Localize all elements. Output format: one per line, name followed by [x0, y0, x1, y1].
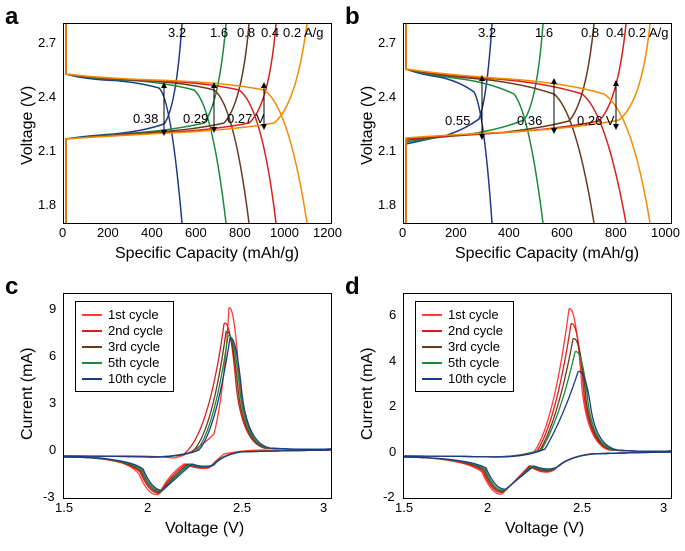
panel-a-label: a	[5, 3, 18, 31]
tick: 2.1	[38, 143, 56, 158]
tick: 2	[144, 500, 151, 515]
tick: 0	[49, 442, 56, 457]
tick: -3	[43, 489, 55, 504]
tick: 200	[445, 225, 467, 240]
legend-label: 10th cycle	[448, 371, 507, 386]
annotation: 0.29	[183, 111, 208, 126]
tick: 1200	[313, 225, 342, 240]
tick: 2	[389, 398, 396, 413]
tick: 3	[49, 395, 56, 410]
tick: 6	[49, 348, 56, 363]
rate-label: 1.6	[210, 25, 228, 40]
panel-c-ylabel: Current (mA)	[19, 348, 37, 440]
panel-c-legend: 1st cycle 2nd cycle 3rd cycle 5th cycle …	[75, 301, 174, 392]
rate-label: 0.4	[261, 25, 279, 40]
tick: 800	[229, 225, 251, 240]
panel-c-label: c	[5, 273, 18, 301]
annotation: 0.36	[517, 113, 542, 128]
legend-item: 10th cycle	[82, 371, 167, 386]
rate-label: 0.8	[237, 25, 255, 40]
tick: 400	[498, 225, 520, 240]
tick: 1000	[270, 225, 299, 240]
rate-label: 0.4	[606, 25, 624, 40]
tick: 6	[389, 307, 396, 322]
tick: 3	[320, 500, 327, 515]
panel-d: d Current (mA) Voltage (V) -2 0 2 4 6	[345, 275, 680, 545]
legend-label: 2nd cycle	[448, 323, 503, 338]
tick: 0	[399, 225, 406, 240]
figure-grid: a Voltage (V) Specific Capacity (mAh/g)	[0, 0, 685, 551]
panel-d-ylabel: Current (mA)	[359, 348, 377, 440]
panel-a: a Voltage (V) Specific Capacity (mAh/g)	[5, 5, 340, 270]
legend-label: 1st cycle	[108, 307, 159, 322]
legend-label: 3rd cycle	[448, 339, 500, 354]
tick: 2.1	[378, 143, 396, 158]
tick: 1.5	[55, 500, 73, 515]
tick: 4	[389, 353, 396, 368]
panel-a-ylabel: Voltage (V)	[19, 86, 37, 165]
legend-item: 2nd cycle	[82, 323, 167, 338]
rate-label: 3.2	[168, 25, 186, 40]
legend-label: 3rd cycle	[108, 339, 160, 354]
tick: 2.4	[38, 89, 56, 104]
tick: 9	[49, 301, 56, 316]
legend-item: 5th cycle	[422, 355, 507, 370]
annotation: 0.55	[445, 113, 470, 128]
legend-label: 5th cycle	[108, 355, 159, 370]
legend-item: 3rd cycle	[82, 339, 167, 354]
rate-label: 0.8	[581, 25, 599, 40]
panel-c-xlabel: Voltage (V)	[165, 520, 244, 538]
panel-d-legend: 1st cycle 2nd cycle 3rd cycle 5th cycle …	[415, 301, 514, 392]
panel-b-xlabel: Specific Capacity (mAh/g)	[455, 245, 639, 263]
rate-label: 0.2 A/g	[283, 25, 323, 40]
legend-label: 1st cycle	[448, 307, 499, 322]
legend-item: 2nd cycle	[422, 323, 507, 338]
legend-item: 3rd cycle	[422, 339, 507, 354]
panel-d-label: d	[345, 273, 360, 301]
tick: 1.8	[38, 197, 56, 212]
annotation: 0.26 V	[577, 113, 615, 128]
tick: 1.5	[395, 500, 413, 515]
legend-item: 1st cycle	[82, 307, 167, 322]
panel-b-ylabel: Voltage (V)	[359, 86, 377, 165]
tick: 3	[660, 500, 667, 515]
tick: 200	[97, 225, 119, 240]
tick: 600	[551, 225, 573, 240]
annotation: 0.38	[133, 111, 158, 126]
tick: 1000	[651, 225, 680, 240]
rate-label: 1.6	[535, 25, 553, 40]
tick: 600	[185, 225, 207, 240]
legend-label: 10th cycle	[108, 371, 167, 386]
panel-d-xlabel: Voltage (V)	[505, 520, 584, 538]
tick: 800	[605, 225, 627, 240]
panel-a-xlabel: Specific Capacity (mAh/g)	[115, 245, 299, 263]
tick: 2.7	[38, 35, 56, 50]
tick: 0	[59, 225, 66, 240]
tick: 1.8	[378, 197, 396, 212]
panel-b-label: b	[345, 3, 360, 31]
tick: -2	[383, 489, 395, 504]
tick: 2.5	[233, 500, 251, 515]
tick: 2	[484, 500, 491, 515]
tick: 2.7	[378, 35, 396, 50]
tick: 0	[389, 444, 396, 459]
rate-label: 0.2 A/g	[628, 25, 668, 40]
legend-label: 5th cycle	[448, 355, 499, 370]
panel-c: c Current (mA) Voltage (V) -3	[5, 275, 340, 545]
tick: 400	[141, 225, 163, 240]
legend-label: 2nd cycle	[108, 323, 163, 338]
legend-item: 1st cycle	[422, 307, 507, 322]
rate-label: 3.2	[478, 25, 496, 40]
tick: 2.5	[573, 500, 591, 515]
legend-item: 5th cycle	[82, 355, 167, 370]
panel-b: b Voltage (V) Specific Capacity (mAh/g)	[345, 5, 680, 270]
annotation: 0.27 V	[227, 111, 265, 126]
tick: 2.4	[378, 89, 396, 104]
legend-item: 10th cycle	[422, 371, 507, 386]
